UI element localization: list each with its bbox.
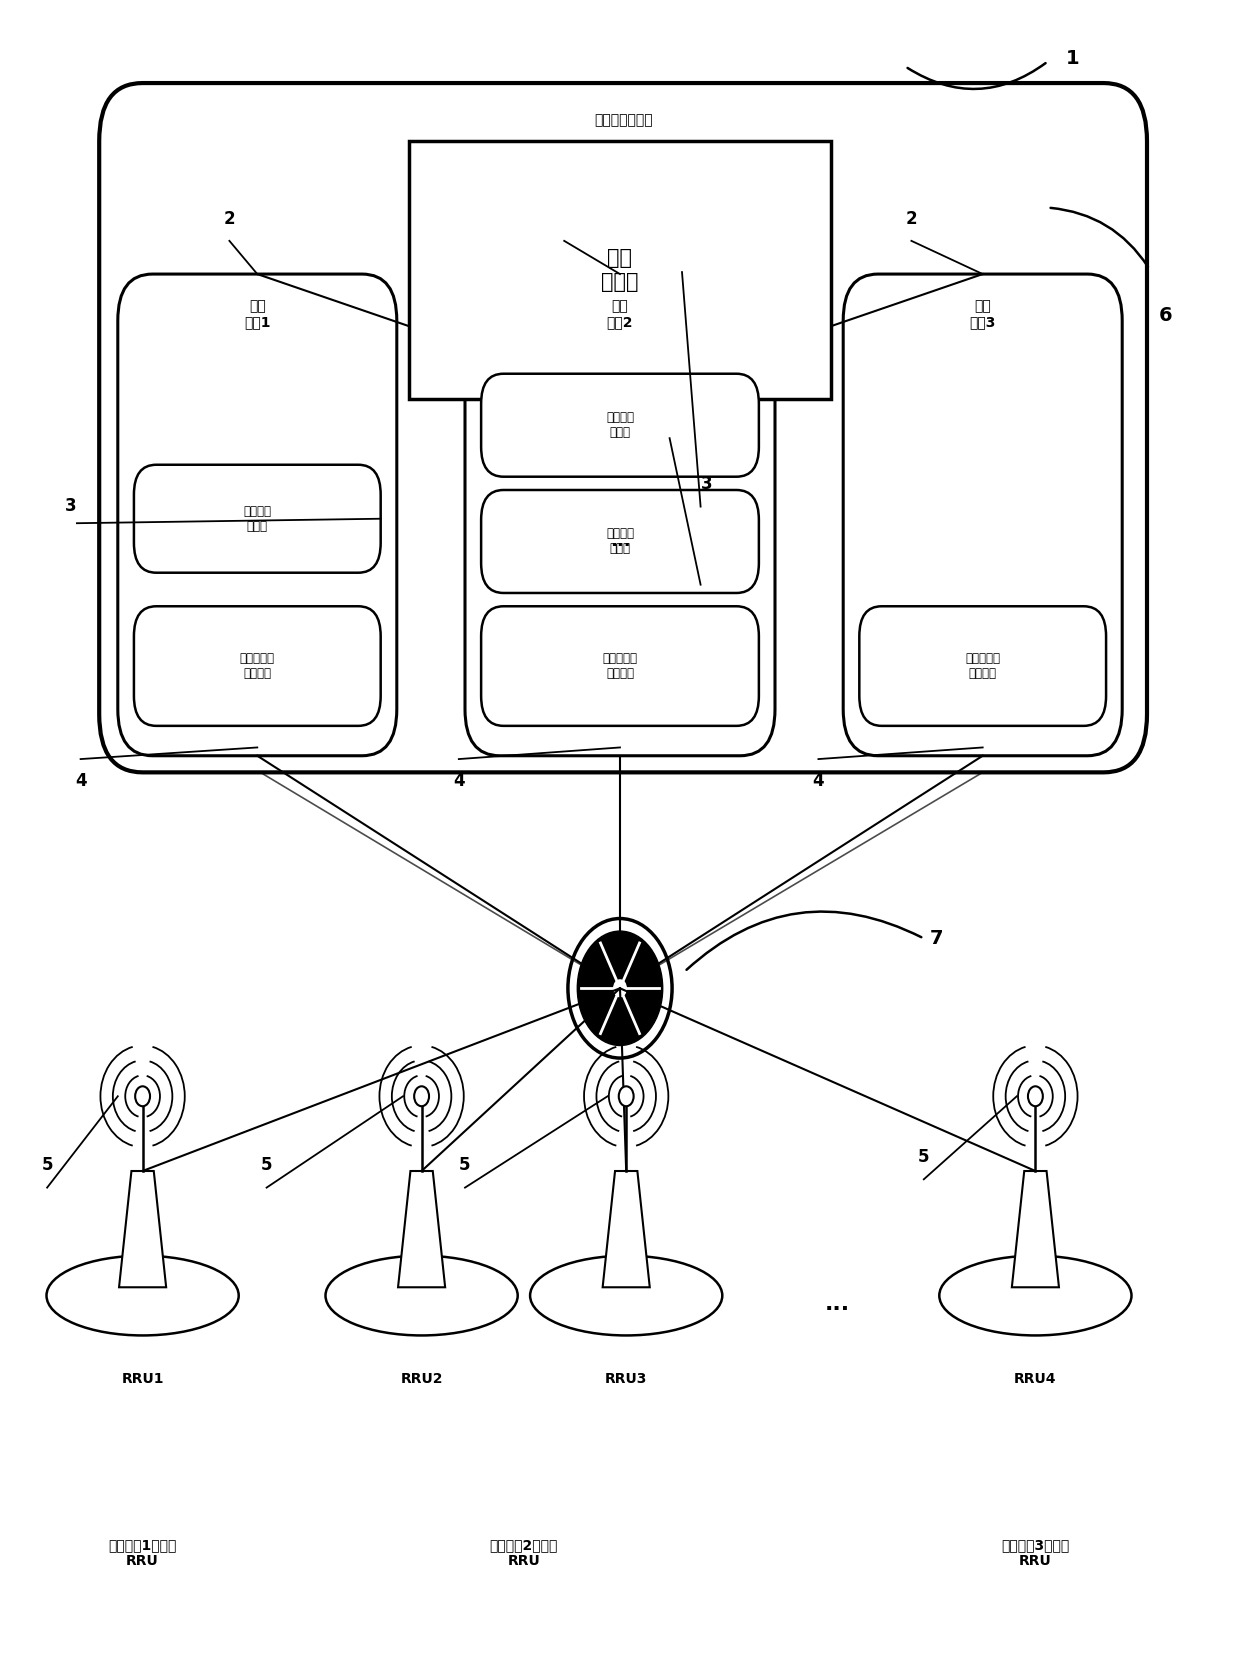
Text: 基带处理
虚拟机: 基带处理 虚拟机 <box>243 505 272 533</box>
Text: ...: ... <box>825 1294 849 1314</box>
Text: 逻辑
小区1: 逻辑 小区1 <box>244 299 270 329</box>
Text: RRU4: RRU4 <box>1014 1372 1056 1385</box>
Text: 逻辑小区2映射的
RRU: 逻辑小区2映射的 RRU <box>490 1538 558 1568</box>
Text: 5: 5 <box>918 1148 930 1166</box>
Circle shape <box>1028 1086 1043 1106</box>
Text: 5: 5 <box>459 1156 471 1174</box>
FancyBboxPatch shape <box>481 490 759 593</box>
Ellipse shape <box>939 1256 1131 1335</box>
Text: 基带处理
虚拟机: 基带处理 虚拟机 <box>606 412 634 439</box>
Text: 7: 7 <box>930 928 942 948</box>
Text: 5: 5 <box>260 1156 273 1174</box>
Polygon shape <box>398 1171 445 1287</box>
FancyBboxPatch shape <box>134 606 381 726</box>
Text: 4: 4 <box>812 772 825 791</box>
FancyBboxPatch shape <box>118 274 397 756</box>
Text: 基本基带处
理虚拟机: 基本基带处 理虚拟机 <box>603 653 637 679</box>
Text: 逻辑小区1映射的
RRU: 逻辑小区1映射的 RRU <box>108 1538 177 1568</box>
Text: 2: 2 <box>558 209 570 228</box>
Circle shape <box>619 1086 634 1106</box>
Ellipse shape <box>47 1256 239 1335</box>
Text: 逻辑
小区2: 逻辑 小区2 <box>606 299 634 329</box>
Text: RRU1: RRU1 <box>122 1372 164 1385</box>
Polygon shape <box>119 1171 166 1287</box>
Ellipse shape <box>531 1256 722 1335</box>
Text: 2: 2 <box>905 209 918 228</box>
Text: 3: 3 <box>64 497 77 515</box>
Text: 基本基带处
理虚拟机: 基本基带处 理虚拟机 <box>239 653 275 679</box>
FancyBboxPatch shape <box>134 465 381 573</box>
Text: 1: 1 <box>1066 48 1079 68</box>
FancyBboxPatch shape <box>859 606 1106 726</box>
FancyBboxPatch shape <box>99 83 1147 772</box>
Text: 逻辑
小区3: 逻辑 小区3 <box>970 299 996 329</box>
Text: 2: 2 <box>223 209 236 228</box>
Text: 基带处理资源池: 基带处理资源池 <box>594 113 652 126</box>
Circle shape <box>135 1086 150 1106</box>
Ellipse shape <box>325 1256 518 1335</box>
Text: 基带处理
虚拟机: 基带处理 虚拟机 <box>606 528 634 555</box>
Bar <box>409 141 831 399</box>
Text: 基本基带处
理虚拟机: 基本基带处 理虚拟机 <box>965 653 1001 679</box>
Text: 逻辑小区3映射的
RRU: 逻辑小区3映射的 RRU <box>1001 1538 1070 1568</box>
Text: 3: 3 <box>701 475 713 493</box>
Circle shape <box>578 932 662 1045</box>
FancyBboxPatch shape <box>481 606 759 726</box>
FancyBboxPatch shape <box>843 274 1122 756</box>
Polygon shape <box>603 1171 650 1287</box>
Text: RRU2: RRU2 <box>401 1372 443 1385</box>
Text: ...: ... <box>610 533 630 550</box>
FancyBboxPatch shape <box>465 274 775 756</box>
Polygon shape <box>1012 1171 1059 1287</box>
Circle shape <box>414 1086 429 1106</box>
Text: 4: 4 <box>74 772 87 791</box>
Circle shape <box>614 980 626 997</box>
Text: 5: 5 <box>41 1156 53 1174</box>
Text: 6: 6 <box>1159 306 1172 326</box>
Text: 4: 4 <box>453 772 465 791</box>
Text: 3: 3 <box>701 558 713 576</box>
Text: 资源
调度器: 资源 调度器 <box>601 247 639 292</box>
Text: RRU3: RRU3 <box>605 1372 647 1385</box>
FancyBboxPatch shape <box>481 374 759 477</box>
